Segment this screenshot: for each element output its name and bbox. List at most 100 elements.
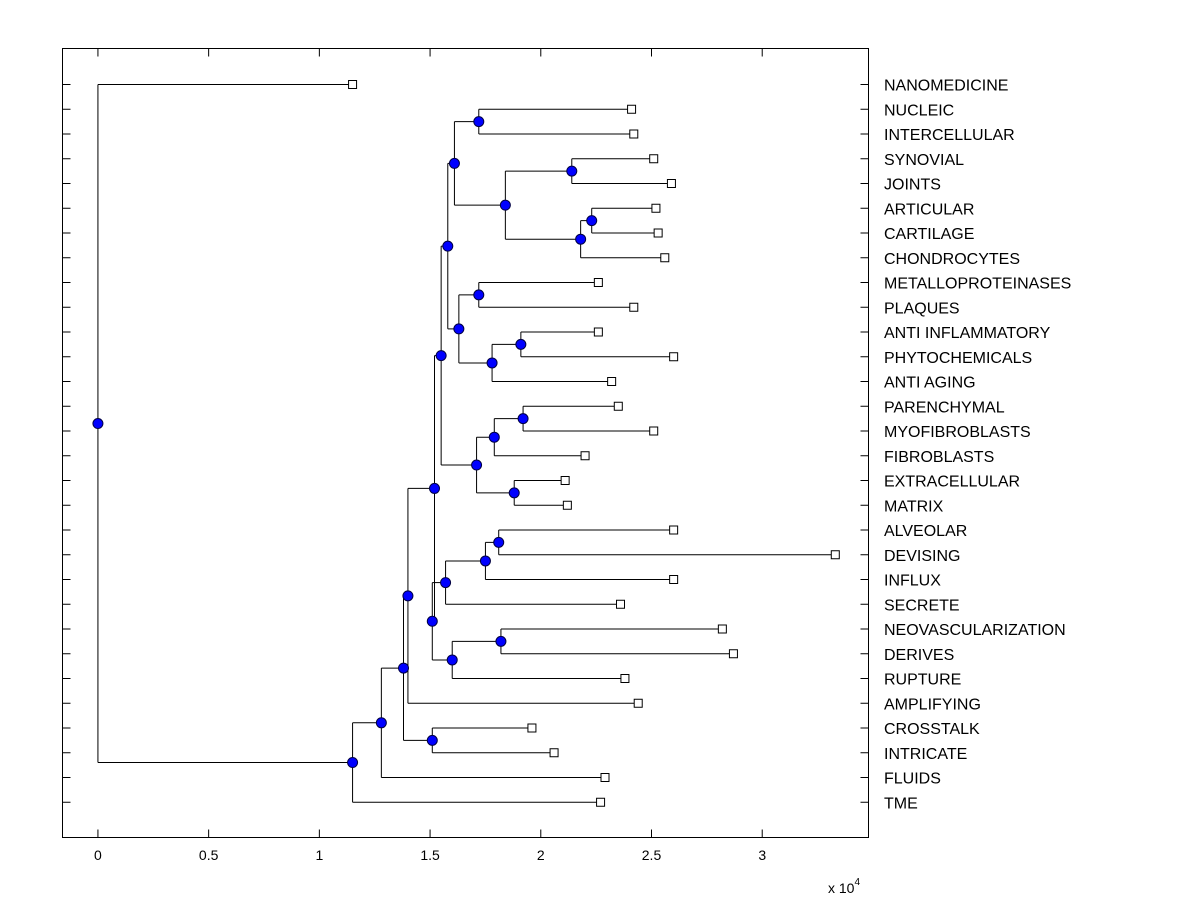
leaf-markers xyxy=(348,80,840,807)
node-marker xyxy=(471,459,483,471)
leaf-label: NEOVASCULARIZATION xyxy=(884,622,1066,639)
x-tick-label: 1 xyxy=(315,847,323,863)
node-marker xyxy=(495,635,507,647)
node-marker xyxy=(398,662,409,674)
leaf-label: METALLOPROTEINASES xyxy=(884,276,1071,293)
leaf-marker xyxy=(620,674,630,683)
node-marker xyxy=(517,413,529,425)
x-ticks: 0 0.5 1 1.5 2 2.5 3 xyxy=(94,48,766,863)
leaf-marker xyxy=(627,104,637,114)
node-marker xyxy=(446,654,458,666)
node-marker xyxy=(440,577,452,589)
node-marker xyxy=(473,116,485,128)
leaf-label: SECRETE xyxy=(884,597,960,614)
leaf-marker xyxy=(549,748,559,758)
node-marker xyxy=(442,240,454,252)
node-marker xyxy=(347,757,359,769)
leaf-marker xyxy=(616,599,625,609)
leaf-label: FIBROBLASTS xyxy=(884,449,994,466)
x-exponent-label: x 104 xyxy=(828,877,860,896)
node-marker xyxy=(493,536,505,548)
leaf-marker xyxy=(348,80,358,89)
leaf-marker xyxy=(666,179,676,188)
leaf-label: INFLUX xyxy=(884,573,941,590)
leaf-label: SYNOVIAL xyxy=(884,152,964,169)
leaf-marker xyxy=(669,525,679,535)
leaf-label: AMPLIFYING xyxy=(884,696,981,713)
leaf-marker xyxy=(660,253,670,263)
leaf-marker xyxy=(830,550,840,560)
leaf-label: CARTILAGE xyxy=(884,226,974,243)
leaf-marker xyxy=(527,723,537,733)
leaf-label: TME xyxy=(884,795,918,812)
node-marker xyxy=(499,199,511,211)
node-markers xyxy=(92,116,598,769)
leaf-label: PHYTOCHEMICALS xyxy=(884,350,1032,367)
leaf-label: ANTI INFLAMMATORY xyxy=(884,325,1051,342)
leaf-marker xyxy=(593,327,603,337)
node-marker xyxy=(435,350,447,362)
leaf-label: INTERCELLULAR xyxy=(884,127,1015,144)
x-tick-label: 0.5 xyxy=(199,847,219,863)
leaf-marker xyxy=(649,154,659,164)
leaf-marker xyxy=(562,500,572,510)
leaf-marker xyxy=(633,698,643,708)
leaf-label: FLUIDS xyxy=(884,771,941,788)
node-marker xyxy=(488,431,500,443)
leaf-marker xyxy=(669,352,679,362)
leaf-label: ARTICULAR xyxy=(884,201,974,218)
node-marker xyxy=(429,482,440,494)
x-exponent-power: 4 xyxy=(854,877,860,888)
leaf-label: PARENCHYMAL xyxy=(884,399,1005,416)
leaf-label: DEVISING xyxy=(884,548,960,565)
x-tick-label: 3 xyxy=(758,847,766,863)
leaf-label: MYOFIBROBLASTS xyxy=(884,424,1031,441)
leaf-label: CROSSTALK xyxy=(884,721,980,738)
node-marker xyxy=(515,338,527,350)
leaf-marker xyxy=(629,129,639,139)
x-tick-label: 2.5 xyxy=(642,847,662,863)
x-tick-label: 1.5 xyxy=(420,847,440,863)
leaf-marker xyxy=(580,451,590,461)
leaf-marker xyxy=(607,377,617,386)
leaf-label: EXTRACELLULAR xyxy=(884,474,1020,491)
plot-frame xyxy=(62,48,869,838)
leaf-label: DERIVES xyxy=(884,647,954,664)
node-marker xyxy=(575,233,587,245)
leaf-marker xyxy=(600,773,610,782)
node-marker xyxy=(402,590,414,602)
leaf-marker xyxy=(596,797,606,807)
leaf-marker xyxy=(613,401,623,411)
node-marker xyxy=(479,555,491,567)
leaf-labels: NANOMEDICINE NUCLEIC INTERCELLULAR SYNOVIAL… xyxy=(884,78,1071,813)
node-marker xyxy=(473,289,485,301)
y-ticks xyxy=(62,84,869,803)
node-marker xyxy=(453,323,465,335)
leaf-label: ALVEOLAR xyxy=(884,523,967,540)
node-marker xyxy=(448,157,460,169)
leaf-marker xyxy=(560,476,570,485)
leaf-marker xyxy=(717,624,727,634)
leaf-marker xyxy=(629,302,639,312)
node-marker xyxy=(566,165,578,177)
node-marker xyxy=(92,418,104,430)
x-tick-label: 0 xyxy=(94,847,102,863)
leaf-label: NANOMEDICINE xyxy=(884,78,1008,95)
node-marker xyxy=(586,215,598,227)
leaf-label: CHONDROCYTES xyxy=(884,251,1020,268)
leaf-label: ANTI AGING xyxy=(884,375,976,392)
leaf-marker xyxy=(669,575,679,584)
x-tick-label: 2 xyxy=(537,847,545,863)
leaf-label: PLAQUES xyxy=(884,300,960,317)
leaf-label: NUCLEIC xyxy=(884,102,954,119)
node-marker xyxy=(375,717,387,729)
node-marker xyxy=(508,487,520,499)
leaf-label: JOINTS xyxy=(884,177,941,194)
leaf-marker xyxy=(653,228,663,238)
leaf-marker xyxy=(728,649,738,659)
node-marker xyxy=(426,615,438,627)
leaf-marker xyxy=(649,426,659,436)
node-marker xyxy=(426,734,438,746)
leaf-label: INTRICATE xyxy=(884,746,967,763)
